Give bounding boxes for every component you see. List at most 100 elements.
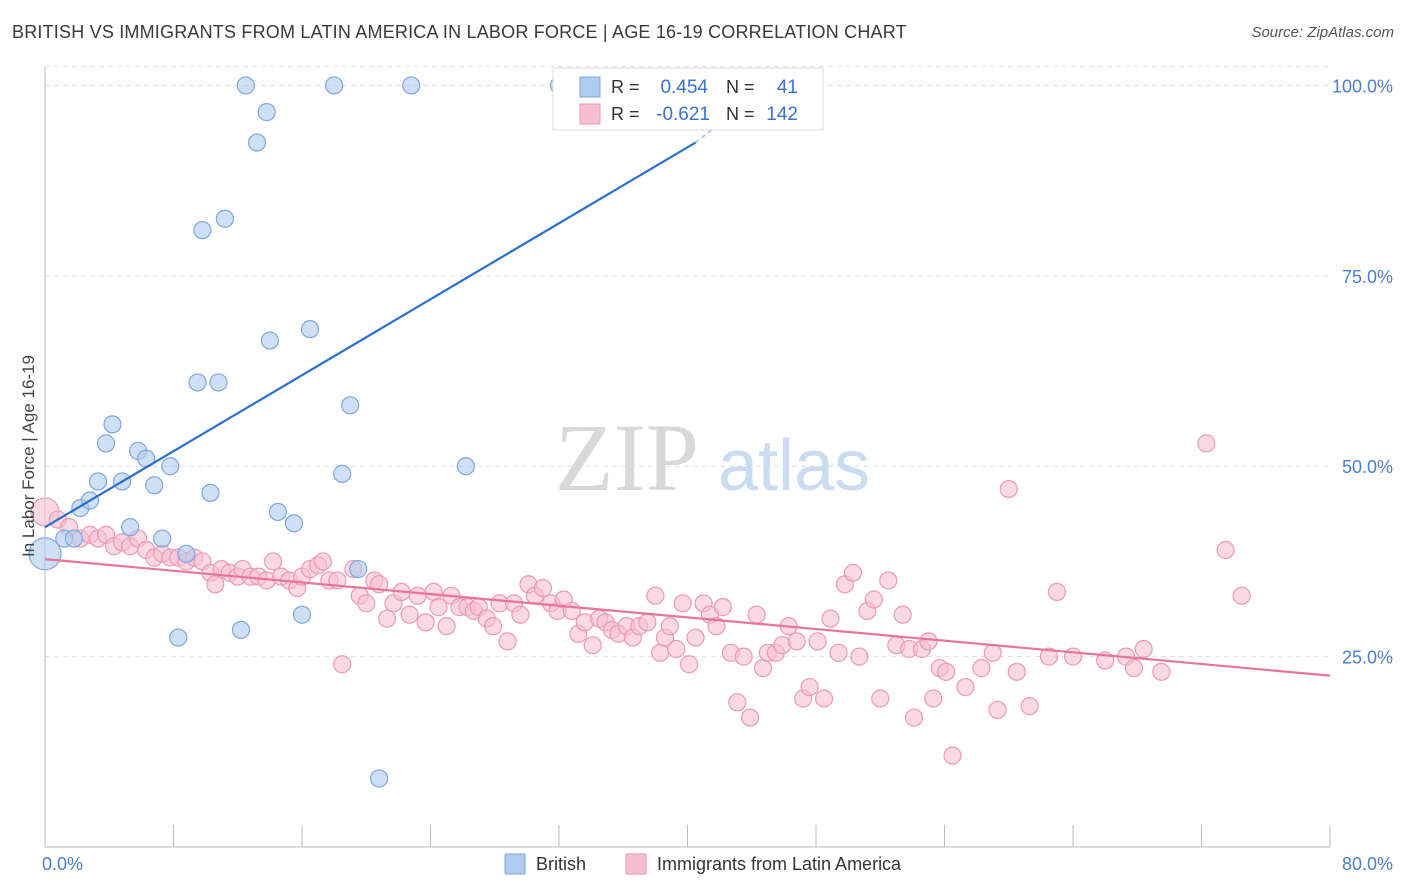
watermark-zip: ZIP bbox=[555, 404, 699, 511]
latin-america-point bbox=[956, 677, 975, 697]
legend-n-value-british: 41 bbox=[777, 77, 798, 98]
latin-america-point bbox=[1152, 662, 1171, 681]
british-point bbox=[284, 514, 304, 533]
british-point bbox=[209, 373, 228, 392]
british-point bbox=[300, 320, 320, 339]
latin-america-point bbox=[808, 632, 827, 651]
latin-america-point bbox=[498, 632, 517, 651]
watermark: ZIP atlas bbox=[555, 404, 870, 511]
latin-america-point bbox=[424, 582, 443, 601]
latin-america-point bbox=[660, 617, 679, 636]
legend-n-label-latin: N = bbox=[726, 104, 755, 124]
british-point bbox=[103, 415, 122, 434]
british-point bbox=[193, 221, 212, 240]
trend-line-british bbox=[44, 141, 697, 529]
legend-box: R = 0.454 N = 41 R = -0.621 N = 142 bbox=[552, 67, 824, 131]
latin-america-point bbox=[686, 628, 705, 647]
latin-america-point bbox=[937, 662, 956, 681]
latin-america-point bbox=[484, 617, 503, 636]
latin-america-point bbox=[999, 479, 1018, 499]
british-point bbox=[402, 76, 421, 95]
legend-r-value-latin: -0.621 bbox=[656, 104, 710, 125]
latin-america-point bbox=[511, 605, 530, 624]
source-credit: Source: ZipAtlas.com bbox=[1251, 24, 1394, 41]
british-point bbox=[257, 103, 276, 122]
latin-america-point bbox=[943, 746, 962, 765]
bottom-legend-label-british: British bbox=[536, 854, 586, 874]
bottom-legend-swatch-british bbox=[504, 853, 526, 875]
latin-america-point bbox=[871, 689, 890, 708]
british-point bbox=[236, 76, 255, 95]
latin-america-point bbox=[713, 598, 732, 617]
british-point bbox=[231, 620, 251, 640]
latin-america-point bbox=[583, 636, 602, 655]
latin-america-point bbox=[416, 613, 435, 632]
axes bbox=[44, 67, 1331, 848]
trend-line-latin-america bbox=[44, 558, 1331, 677]
latin-america-point bbox=[893, 605, 912, 624]
latin-america-point bbox=[919, 632, 938, 651]
legend-r-label-latin: R = bbox=[611, 104, 640, 124]
latin-america-point bbox=[1124, 658, 1144, 678]
british-point bbox=[145, 476, 164, 495]
latin-america-point bbox=[263, 552, 283, 571]
british-point bbox=[64, 529, 84, 548]
latin-america-point bbox=[753, 658, 773, 678]
x-tick-label-min: 0.0% bbox=[42, 854, 83, 874]
latin-america-point bbox=[741, 708, 760, 727]
british-point bbox=[247, 133, 267, 152]
latin-america-point bbox=[1216, 540, 1235, 560]
latin-america-point bbox=[429, 598, 448, 617]
latin-america-point bbox=[972, 658, 991, 678]
latin-america-point bbox=[1197, 434, 1216, 453]
british-point bbox=[96, 434, 116, 453]
legend-n-value-latin: 142 bbox=[766, 104, 798, 125]
british-point bbox=[153, 529, 172, 548]
latin-america-point bbox=[800, 677, 819, 697]
latin-america-point bbox=[646, 586, 665, 605]
british-point bbox=[333, 464, 352, 483]
latin-america-point bbox=[206, 575, 225, 594]
british-point bbox=[341, 396, 360, 415]
legend-r-value-british: 0.454 bbox=[660, 77, 708, 98]
bottom-legend: British Immigrants from Latin America bbox=[504, 853, 902, 875]
british-point bbox=[121, 518, 140, 537]
latin-america-point bbox=[821, 609, 840, 628]
bottom-legend-swatch-latin bbox=[625, 853, 647, 875]
british-point bbox=[456, 457, 475, 476]
y-tick-label: 25.0% bbox=[1342, 648, 1393, 668]
latin-america-point bbox=[437, 617, 456, 636]
x-tick-label-max: 80.0% bbox=[1342, 854, 1393, 874]
latin-america-point bbox=[1047, 582, 1067, 601]
british-point bbox=[260, 331, 279, 350]
british-point bbox=[28, 537, 62, 571]
latin-america-point bbox=[879, 571, 898, 590]
legend-n-label-british: N = bbox=[726, 77, 755, 97]
latin-america-point bbox=[313, 552, 332, 571]
british-point bbox=[349, 559, 368, 579]
british-point bbox=[292, 605, 312, 624]
latin-america-point bbox=[787, 632, 806, 651]
axis-labels: In Labor Force | Age 16-19 100.0% 75.0% 50… bbox=[19, 76, 1393, 874]
latin-america-point bbox=[904, 708, 924, 727]
y-axis-title: In Labor Force | Age 16-19 bbox=[19, 355, 38, 557]
bottom-legend-label-latin: Immigrants from Latin America bbox=[657, 854, 902, 874]
trend-lines bbox=[44, 84, 1331, 677]
series-british-points bbox=[28, 76, 665, 788]
latin-america-point bbox=[400, 605, 419, 624]
british-point bbox=[169, 628, 188, 647]
latin-america-point bbox=[924, 689, 943, 708]
latin-america-point bbox=[843, 563, 863, 582]
latin-america-point bbox=[378, 609, 397, 628]
latin-america-point bbox=[1039, 647, 1059, 666]
latin-america-point bbox=[673, 594, 692, 613]
latin-america-point bbox=[333, 655, 352, 674]
latin-america-point bbox=[1134, 639, 1153, 659]
latin-america-point bbox=[983, 643, 1002, 662]
british-point bbox=[161, 457, 180, 476]
y-tick-label: 50.0% bbox=[1342, 457, 1393, 477]
british-point bbox=[268, 502, 288, 522]
latin-america-point bbox=[814, 689, 834, 708]
british-point bbox=[215, 209, 234, 228]
latin-america-point bbox=[988, 700, 1007, 720]
